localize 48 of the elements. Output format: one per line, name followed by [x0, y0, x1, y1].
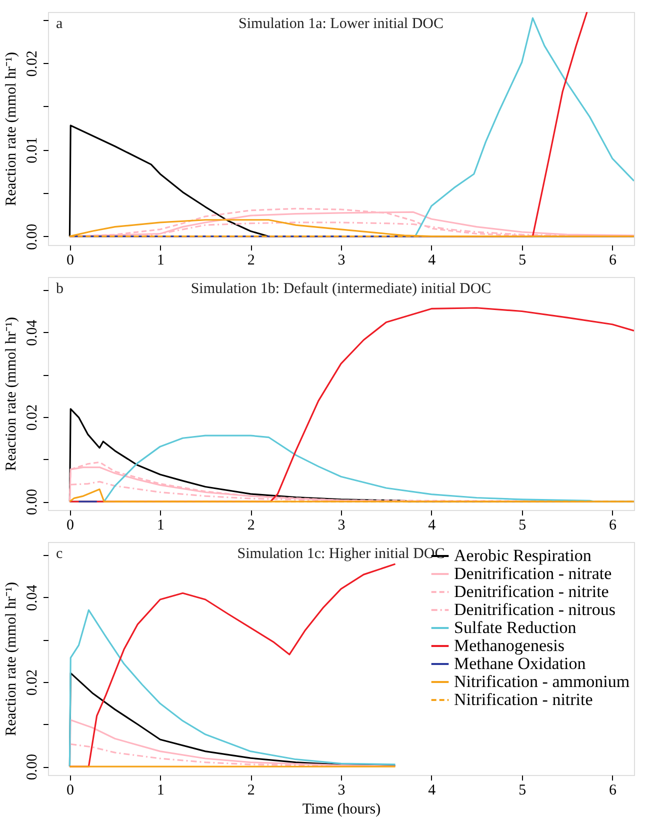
annotation: b: [56, 281, 64, 297]
y-tick-label: 0.00: [24, 488, 40, 516]
y-tick-label: 0.02: [24, 404, 40, 431]
legend-label: Methane Oxidation: [454, 654, 586, 673]
legend-label: Denitrification - nitrous: [454, 600, 616, 619]
y-axis-title: Reaction rate (mmol hr⁻¹): [4, 316, 20, 472]
x-tick-label: 3: [338, 252, 346, 268]
x-tick-label: 6: [609, 782, 618, 798]
x-tick-label: 4: [428, 782, 436, 798]
legend-label: Aerobic Respiration: [454, 546, 592, 565]
x-tick-label: 0: [66, 252, 74, 268]
y-tick-label: 0.02: [24, 50, 40, 77]
y-tick-label: 0.02: [24, 669, 40, 696]
legend-label: Nitrification - nitrite: [454, 690, 593, 709]
x-tick-label: 1: [156, 782, 164, 798]
chart-title: Simulation 1a: Lower initial DOC: [238, 16, 444, 32]
y-tick-label: 0.00: [24, 224, 40, 250]
y-axis-title: Reaction rate (mmol hr⁻¹): [4, 582, 20, 736]
y-tick-label: 0.04: [24, 584, 40, 612]
legend-label: Methanogenesis: [454, 636, 564, 655]
y-tick-label: 0.04: [24, 319, 40, 346]
x-tick-label: 2: [247, 252, 255, 268]
y-tick-label: 0.01: [24, 137, 40, 164]
x-tick-label: 0: [66, 518, 74, 534]
x-tick-label: 6: [609, 252, 618, 268]
x-tick-label: 5: [518, 782, 526, 798]
y-tick-label: 0.00: [24, 754, 40, 780]
legend-label: Nitrification - ammonium: [454, 672, 630, 691]
x-tick-label: 4: [428, 252, 436, 268]
x-axis-title: Time (hours): [302, 802, 381, 818]
x-tick-label: 4: [428, 518, 436, 534]
x-tick-label: 2: [247, 518, 255, 534]
x-tick-label: 3: [338, 782, 346, 798]
annotation: a: [56, 16, 63, 32]
chart-title: Simulation 1b: Default (intermediate) initial DOC: [190, 281, 492, 297]
x-tick-label: 1: [156, 518, 164, 534]
legend-label: Denitrification - nitrite: [454, 582, 609, 601]
annotation: c: [56, 546, 63, 562]
legend-label: Denitrification - nitrate: [454, 564, 612, 583]
x-tick-label: 5: [518, 518, 526, 534]
y-axis-title: Reaction rate (mmol hr⁻¹): [4, 52, 20, 206]
x-tick-label: 6: [609, 518, 618, 534]
x-tick-label: 1: [156, 252, 164, 268]
legend-label: Sulfate Reduction: [454, 618, 577, 637]
x-tick-label: 2: [247, 782, 255, 798]
x-tick-label: 3: [338, 518, 346, 534]
x-tick-label: 0: [66, 782, 74, 798]
x-tick-label: 5: [518, 252, 526, 268]
